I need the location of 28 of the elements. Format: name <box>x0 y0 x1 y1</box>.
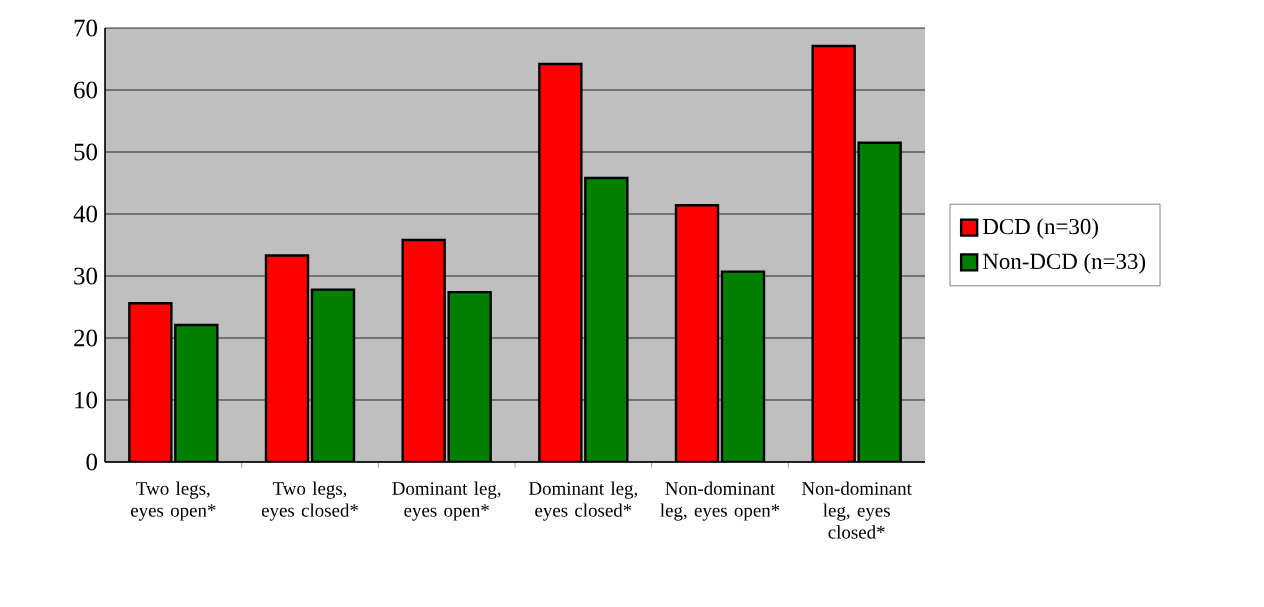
x-tick-label: Two legs, eyes closed* <box>261 481 358 521</box>
bar <box>538 62 583 462</box>
y-tick-label: 60 <box>74 81 98 99</box>
y-tick-label: 40 <box>73 205 98 223</box>
x-tick-label: Two legs, eyes open* <box>130 481 216 521</box>
x-tick-label: Dominant leg, eyes open* <box>392 481 501 521</box>
legend-label: Non-DCD (n=33) <box>982 252 1146 274</box>
bar <box>128 302 173 462</box>
y-tick-label: 0 <box>86 453 98 471</box>
x-tick-label: Non-dominant leg, eyes open* <box>660 481 780 521</box>
bar <box>584 176 629 462</box>
bar <box>401 238 446 462</box>
bar <box>857 141 902 462</box>
bar <box>174 323 219 462</box>
bar <box>674 204 720 462</box>
y-tick-label: 20 <box>74 329 98 347</box>
bar <box>264 254 310 462</box>
legend-label: DCD (n=30) <box>982 218 1098 239</box>
y-tick-label: 10 <box>75 391 98 409</box>
bar <box>811 44 856 462</box>
bar <box>310 288 356 462</box>
x-tick-label: Non-dominant leg, eyes closed* <box>801 481 912 539</box>
bar <box>447 290 492 462</box>
y-tick-label: 30 <box>74 267 98 285</box>
y-tick-label: 50 <box>74 143 98 161</box>
bar <box>720 270 766 462</box>
y-tick-label: 70 <box>74 19 98 37</box>
x-tick-label: Dominant leg, eyes closed* <box>528 481 638 521</box>
